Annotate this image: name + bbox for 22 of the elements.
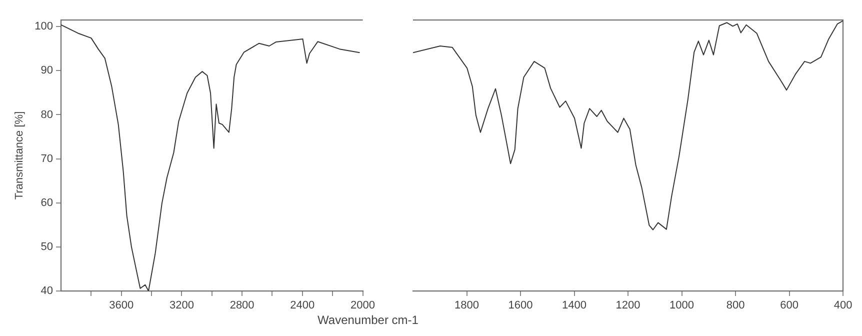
y-tick-label: 50: [40, 240, 53, 253]
x-tick-label: 400: [834, 300, 852, 312]
x-tick-label: 3600: [109, 300, 134, 312]
x-tick-label: 2400: [290, 300, 315, 312]
x-tick-label: 800: [726, 300, 745, 312]
y-tick-label: 60: [40, 196, 53, 209]
y-tick-label: 70: [40, 152, 53, 165]
x-tick-label: 1800: [454, 300, 479, 312]
y-axis-title: Transmittance [%]: [14, 111, 26, 200]
x-tick-label: 1400: [562, 300, 586, 312]
y-tick-label: 40: [40, 285, 53, 298]
y-tick-label: 90: [40, 64, 53, 77]
x-tick-label: 2000: [350, 300, 376, 312]
y-tick-label: 100: [34, 20, 53, 33]
x-axis-title: Wavenumber cm-1: [316, 313, 420, 327]
x-tick-label: 3200: [169, 300, 194, 312]
y-tick-label: 80: [40, 108, 53, 121]
x-tick-label: 1200: [616, 300, 640, 312]
x-tick-label: 600: [780, 300, 798, 312]
x-tick-label: 1000: [670, 300, 694, 312]
x-tick-label: 2800: [230, 300, 254, 312]
x-tick-label: 1600: [508, 300, 533, 312]
